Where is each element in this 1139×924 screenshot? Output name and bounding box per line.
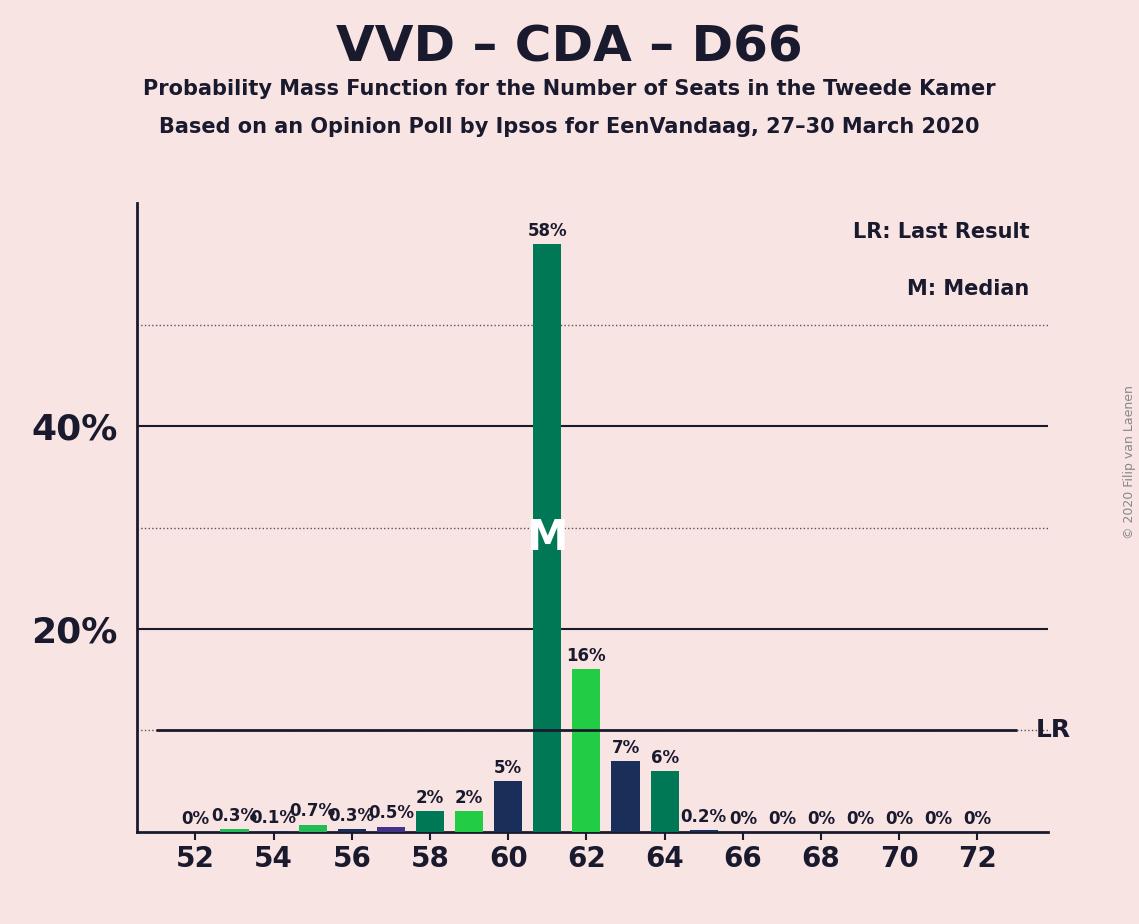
Text: M: M (526, 517, 568, 559)
Bar (612, 760, 640, 832)
Bar (220, 829, 248, 832)
Text: 0.1%: 0.1% (251, 808, 296, 827)
Bar (377, 827, 405, 832)
Text: 2%: 2% (416, 789, 444, 808)
Text: 0.3%: 0.3% (212, 807, 257, 824)
Text: 0%: 0% (885, 809, 913, 828)
Text: 2%: 2% (454, 789, 483, 808)
Bar (572, 670, 600, 832)
Text: 0%: 0% (181, 809, 210, 828)
Bar (533, 244, 562, 832)
Text: 6%: 6% (650, 748, 679, 767)
Bar (416, 811, 444, 832)
Text: 0.3%: 0.3% (329, 807, 375, 824)
Bar (689, 830, 718, 832)
Text: Based on an Opinion Poll by Ipsos for EenVandaag, 27–30 March 2020: Based on an Opinion Poll by Ipsos for Ee… (159, 117, 980, 138)
Text: © 2020 Filip van Laenen: © 2020 Filip van Laenen (1123, 385, 1137, 539)
Bar (337, 829, 366, 832)
Text: 0%: 0% (808, 809, 835, 828)
Bar (454, 811, 483, 832)
Text: LR: LR (1036, 718, 1072, 742)
Text: 58%: 58% (527, 222, 567, 239)
Bar (260, 831, 288, 832)
Text: 7%: 7% (612, 738, 640, 757)
Text: 0%: 0% (768, 809, 796, 828)
Text: 0%: 0% (846, 809, 875, 828)
Text: 0.7%: 0.7% (289, 802, 336, 821)
Text: M: Median: M: Median (908, 279, 1030, 298)
Text: 0%: 0% (729, 809, 757, 828)
Text: 16%: 16% (566, 648, 606, 665)
Text: 0.2%: 0.2% (681, 808, 727, 825)
Text: 0.5%: 0.5% (368, 805, 413, 822)
Bar (650, 771, 679, 832)
Bar (494, 781, 523, 832)
Text: LR: Last Result: LR: Last Result (853, 222, 1030, 242)
Text: 5%: 5% (494, 759, 523, 777)
Text: Probability Mass Function for the Number of Seats in the Tweede Kamer: Probability Mass Function for the Number… (144, 79, 995, 99)
Bar (298, 824, 327, 832)
Text: 0%: 0% (925, 809, 952, 828)
Text: 0%: 0% (964, 809, 992, 828)
Text: VVD – CDA – D66: VVD – CDA – D66 (336, 23, 803, 71)
